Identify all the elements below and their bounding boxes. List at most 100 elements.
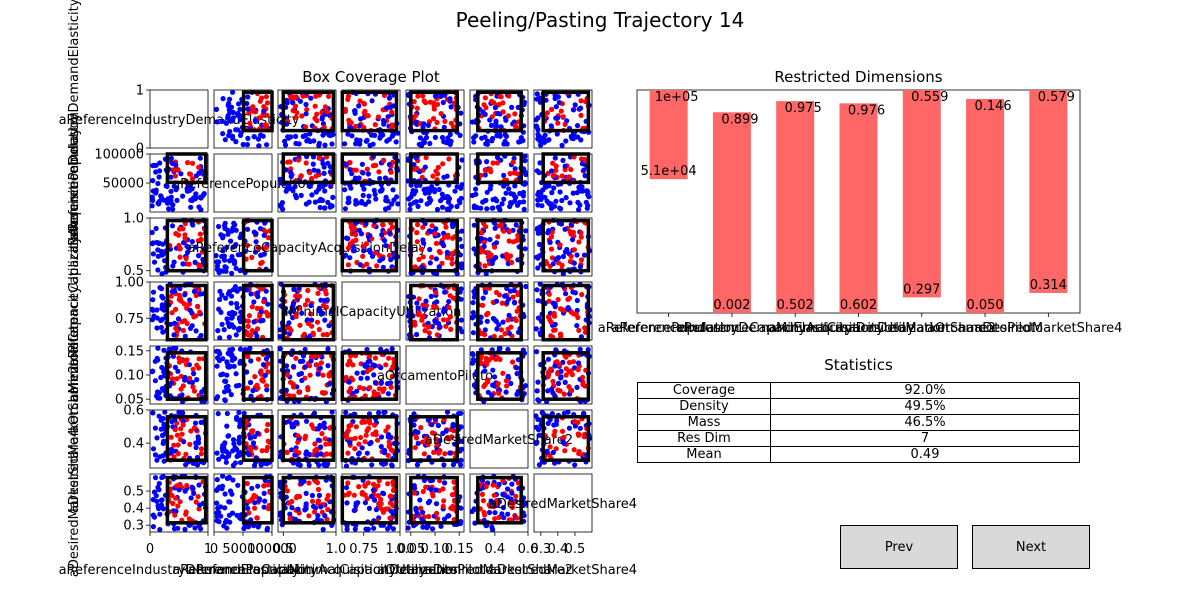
point-in-box (482, 263, 488, 269)
point-out-box (427, 140, 433, 147)
point-out-box (245, 135, 251, 141)
point-out-box (522, 180, 528, 187)
point-out-box (371, 187, 377, 193)
point-out-box (255, 290, 261, 296)
point-in-box (420, 224, 426, 230)
point-in-box (429, 254, 435, 260)
point-in-box (170, 167, 176, 173)
point-out-box (227, 258, 233, 264)
point-in-box (353, 123, 359, 129)
point-out-box (225, 320, 231, 326)
point-out-box (433, 256, 439, 262)
point-out-box (490, 205, 496, 211)
prev-button[interactable]: Prev (840, 525, 958, 569)
point-in-box (186, 261, 192, 267)
statistic-name: Density (637, 398, 771, 415)
point-in-box (427, 99, 433, 105)
next-button[interactable]: Next (972, 525, 1090, 569)
point-in-box (307, 170, 313, 176)
point-out-box (406, 196, 412, 202)
point-out-box (251, 229, 257, 235)
point-in-box (199, 249, 205, 255)
point-out-box (458, 110, 464, 116)
point-in-box (256, 115, 262, 121)
point-out-box (493, 254, 499, 261)
point-out-box (228, 293, 235, 299)
point-out-box (484, 206, 490, 212)
point-in-box (245, 323, 251, 329)
point-out-box (357, 262, 363, 268)
point-out-box (150, 178, 156, 184)
point-in-box (389, 224, 396, 230)
scatter-cell (405, 217, 465, 277)
point-in-box (255, 244, 262, 251)
scatter-cell (213, 281, 274, 342)
point-out-box (178, 171, 184, 177)
point-in-box (182, 318, 188, 324)
point-out-box (229, 254, 235, 260)
point-in-box (244, 330, 250, 336)
point-out-box (352, 108, 358, 114)
point-out-box (158, 193, 164, 199)
point-in-box (439, 260, 445, 266)
point-out-box (575, 199, 581, 205)
point-out-box (219, 321, 225, 327)
scatter-cell: aReferenceCapacityAcquisitionDelay (188, 217, 427, 277)
point-out-box (356, 103, 362, 109)
point-out-box (394, 194, 400, 200)
point-in-box (254, 326, 261, 332)
point-out-box (473, 186, 479, 192)
point-out-box (508, 200, 514, 206)
point-out-box (572, 102, 578, 108)
cell-frame (213, 217, 273, 277)
point-in-box (435, 164, 441, 170)
point-out-box (357, 141, 363, 147)
point-out-box (214, 253, 219, 259)
point-out-box (264, 142, 270, 148)
point-in-box (506, 228, 512, 234)
point-out-box (182, 292, 188, 298)
point-in-box (322, 104, 328, 110)
point-out-box (235, 110, 241, 117)
point-out-box (490, 197, 496, 203)
range-bar (776, 101, 815, 313)
point-out-box (582, 173, 588, 179)
point-out-box (444, 173, 450, 179)
point-in-box (249, 328, 255, 334)
point-in-box (429, 223, 435, 229)
point-out-box (413, 155, 419, 161)
point-out-box (576, 207, 582, 212)
point-out-box (490, 135, 496, 142)
point-out-box (459, 228, 464, 234)
cell-frame (533, 153, 593, 213)
point-in-box (444, 255, 450, 261)
point-out-box (440, 99, 446, 106)
point-in-box (346, 117, 352, 123)
scatter-cell (340, 217, 401, 277)
cell-frame (533, 217, 593, 277)
point-out-box (560, 253, 567, 260)
point-out-box (185, 244, 192, 251)
point-out-box (452, 188, 458, 194)
point-out-box (256, 143, 262, 148)
scatter-cell (213, 89, 274, 149)
point-in-box (578, 98, 584, 104)
point-out-box (153, 187, 159, 193)
point-out-box (187, 307, 193, 313)
point-out-box (312, 199, 318, 205)
point-out-box (255, 136, 262, 142)
scatter-cell (149, 152, 209, 213)
point-in-box (431, 116, 437, 122)
point-out-box (541, 139, 548, 145)
point-out-box (322, 142, 328, 148)
point-in-box (246, 313, 252, 319)
point-out-box (166, 206, 172, 212)
point-out-box (411, 162, 417, 168)
point-out-box (160, 295, 166, 301)
point-in-box (437, 250, 443, 256)
cell-frame (341, 153, 401, 213)
point-out-box (150, 240, 156, 246)
point-in-box (483, 167, 489, 174)
point-out-box (328, 202, 334, 208)
point-in-box (313, 173, 319, 179)
